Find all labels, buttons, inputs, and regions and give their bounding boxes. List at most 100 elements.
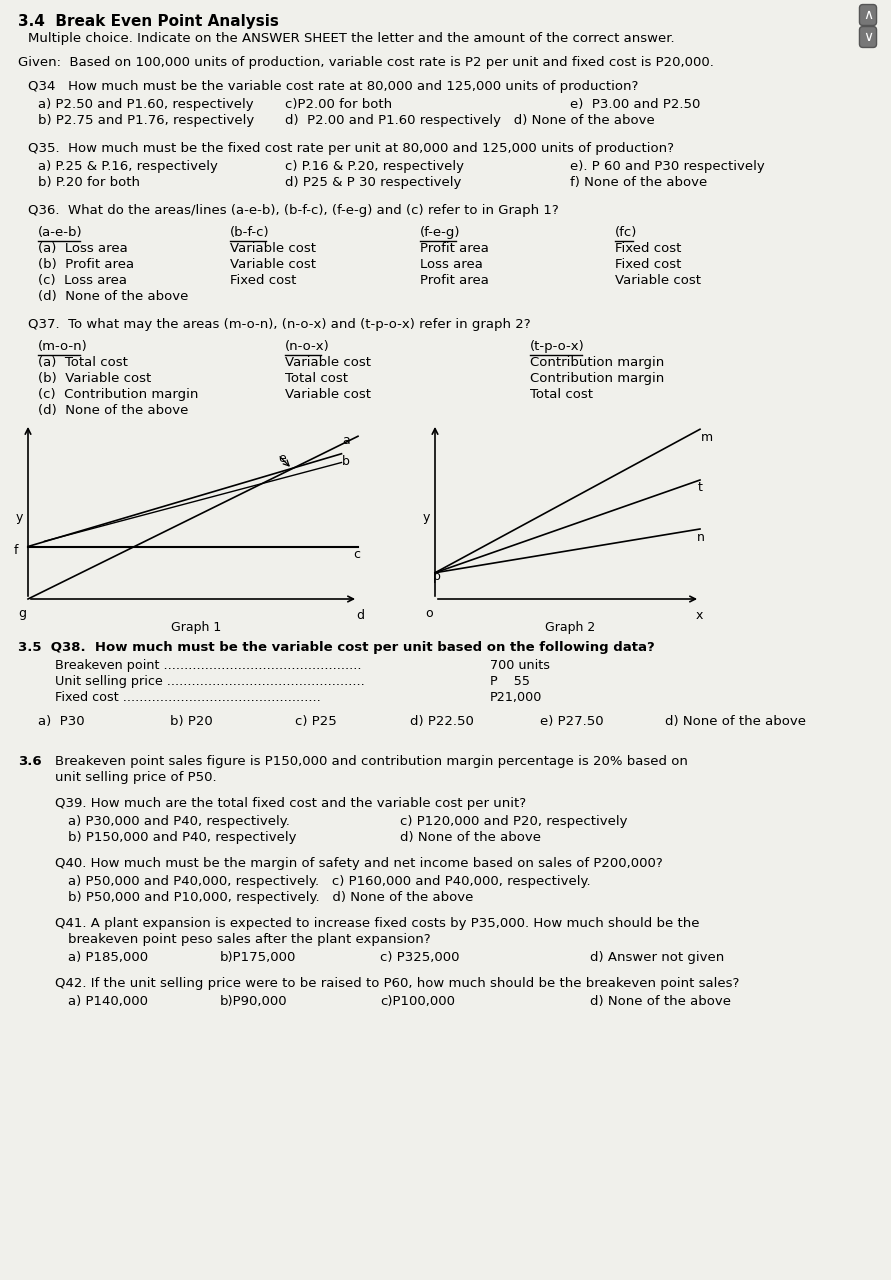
Text: a) P30,000 and P40, respectively.: a) P30,000 and P40, respectively. (68, 815, 290, 828)
Text: c) P.16 & P.20, respectively: c) P.16 & P.20, respectively (285, 160, 464, 173)
Text: Q37.  To what may the areas (m-o-n), (n-o-x) and (t-p-o-x) refer in graph 2?: Q37. To what may the areas (m-o-n), (n-o… (28, 317, 531, 332)
Text: ∨: ∨ (863, 29, 873, 44)
Text: 3.6: 3.6 (18, 755, 42, 768)
Text: (n-o-x): (n-o-x) (285, 340, 330, 353)
Text: b) P20: b) P20 (170, 716, 213, 728)
Text: Q39. How much are the total fixed cost and the variable cost per unit?: Q39. How much are the total fixed cost a… (55, 797, 526, 810)
Text: Variable cost: Variable cost (230, 242, 316, 255)
Text: b)P175,000: b)P175,000 (220, 951, 297, 964)
Text: b) P150,000 and P40, respectively: b) P150,000 and P40, respectively (68, 831, 297, 844)
Text: Q35.  How much must be the fixed cost rate per unit at 80,000 and 125,000 units : Q35. How much must be the fixed cost rat… (28, 142, 674, 155)
Text: p: p (433, 570, 441, 582)
Text: b: b (342, 454, 350, 468)
Text: o: o (425, 607, 433, 620)
Text: (b)  Variable cost: (b) Variable cost (38, 372, 151, 385)
Text: Q42. If the unit selling price were to be raised to P60, how much should be the : Q42. If the unit selling price were to b… (55, 977, 740, 989)
Text: (c)  Loss area: (c) Loss area (38, 274, 127, 287)
Text: Profit area: Profit area (420, 274, 489, 287)
Text: Q36.  What do the areas/lines (a-e-b), (b-f-c), (f-e-g) and (c) refer to in Grap: Q36. What do the areas/lines (a-e-b), (b… (28, 204, 559, 218)
Text: f) None of the above: f) None of the above (570, 175, 707, 189)
Text: (c)  Contribution margin: (c) Contribution margin (38, 388, 199, 401)
Text: unit selling price of P50.: unit selling price of P50. (55, 771, 217, 783)
Text: 3.4  Break Even Point Analysis: 3.4 Break Even Point Analysis (18, 14, 279, 29)
Text: (f-e-g): (f-e-g) (420, 227, 461, 239)
Text: x: x (696, 609, 703, 622)
Text: a) P50,000 and P40,000, respectively.   c) P160,000 and P40,000, respectively.: a) P50,000 and P40,000, respectively. c)… (68, 876, 591, 888)
Text: Total cost: Total cost (530, 388, 593, 401)
Text: c) P325,000: c) P325,000 (380, 951, 460, 964)
Text: m: m (701, 431, 713, 444)
Text: (t-p-o-x): (t-p-o-x) (530, 340, 584, 353)
Text: d) None of the above: d) None of the above (665, 716, 806, 728)
Text: a) P2.50 and P1.60, respectively: a) P2.50 and P1.60, respectively (38, 99, 254, 111)
Text: t: t (698, 481, 703, 494)
Text: b) P2.75 and P1.76, respectively: b) P2.75 and P1.76, respectively (38, 114, 254, 127)
Text: d) Answer not given: d) Answer not given (590, 951, 724, 964)
Text: Unit selling price ................................................: Unit selling price .....................… (55, 675, 364, 689)
Text: d) P22.50: d) P22.50 (410, 716, 474, 728)
Text: d) None of the above: d) None of the above (400, 831, 541, 844)
Text: (b)  Profit area: (b) Profit area (38, 259, 135, 271)
Text: (d)  None of the above: (d) None of the above (38, 291, 188, 303)
Text: Q34   How much must be the variable cost rate at 80,000 and 125,000 units of pro: Q34 How much must be the variable cost r… (28, 79, 638, 93)
Text: Graph 2: Graph 2 (545, 621, 595, 634)
Text: Graph 1: Graph 1 (171, 621, 221, 634)
Text: P21,000: P21,000 (490, 691, 543, 704)
Text: g: g (18, 607, 26, 620)
Text: Total cost: Total cost (285, 372, 348, 385)
Text: Fixed cost: Fixed cost (615, 259, 682, 271)
Text: Fixed cost ................................................: Fixed cost .............................… (55, 691, 321, 704)
Text: c) P25: c) P25 (295, 716, 337, 728)
Text: b) P.20 for both: b) P.20 for both (38, 175, 140, 189)
Text: c)P100,000: c)P100,000 (380, 995, 455, 1009)
Text: n: n (697, 531, 705, 544)
Text: e). P 60 and P30 respectively: e). P 60 and P30 respectively (570, 160, 764, 173)
Text: e)  P3.00 and P2.50: e) P3.00 and P2.50 (570, 99, 700, 111)
Text: ∧: ∧ (863, 8, 873, 22)
Text: Fixed cost: Fixed cost (230, 274, 297, 287)
Text: Loss area: Loss area (420, 259, 483, 271)
Text: y: y (16, 511, 23, 524)
Text: a) P185,000: a) P185,000 (68, 951, 148, 964)
Text: (m-o-n): (m-o-n) (38, 340, 87, 353)
Text: 3.5  Q38.  How much must be the variable cost per unit based on the following da: 3.5 Q38. How much must be the variable c… (18, 641, 655, 654)
Text: (a)  Total cost: (a) Total cost (38, 356, 128, 369)
Text: Variable cost: Variable cost (285, 356, 371, 369)
Text: b) P50,000 and P10,000, respectively.   d) None of the above: b) P50,000 and P10,000, respectively. d)… (68, 891, 473, 904)
Text: Given:  Based on 100,000 units of production, variable cost rate is P2 per unit : Given: Based on 100,000 units of product… (18, 56, 714, 69)
Text: (a-e-b): (a-e-b) (38, 227, 83, 239)
Text: Profit area: Profit area (420, 242, 489, 255)
Text: d) P25 & P 30 respectively: d) P25 & P 30 respectively (285, 175, 462, 189)
Text: breakeven point peso sales after the plant expansion?: breakeven point peso sales after the pla… (68, 933, 430, 946)
Text: Contribution margin: Contribution margin (530, 356, 665, 369)
Text: Contribution margin: Contribution margin (530, 372, 665, 385)
Text: c)P2.00 for both: c)P2.00 for both (285, 99, 392, 111)
Text: c: c (353, 548, 360, 561)
Text: a) P140,000: a) P140,000 (68, 995, 148, 1009)
Text: f: f (14, 544, 19, 557)
Text: Breakeven point ................................................: Breakeven point ........................… (55, 659, 362, 672)
Text: a)  P30: a) P30 (38, 716, 85, 728)
Text: e) P27.50: e) P27.50 (540, 716, 603, 728)
Text: Breakeven point sales figure is P150,000 and contribution margin percentage is 2: Breakeven point sales figure is P150,000… (55, 755, 688, 768)
Text: e: e (278, 452, 286, 465)
Text: (fc): (fc) (615, 227, 637, 239)
Text: a) P.25 & P.16, respectively: a) P.25 & P.16, respectively (38, 160, 218, 173)
Text: Fixed cost: Fixed cost (615, 242, 682, 255)
Text: Q40. How much must be the margin of safety and net income based on sales of P200: Q40. How much must be the margin of safe… (55, 858, 663, 870)
Text: (b-f-c): (b-f-c) (230, 227, 270, 239)
Text: P    55: P 55 (490, 675, 530, 689)
Text: Variable cost: Variable cost (615, 274, 701, 287)
Text: Q41. A plant expansion is expected to increase fixed costs by P35,000. How much : Q41. A plant expansion is expected to in… (55, 916, 699, 931)
Text: d: d (356, 609, 364, 622)
Text: (d)  None of the above: (d) None of the above (38, 404, 188, 417)
Text: b)P90,000: b)P90,000 (220, 995, 288, 1009)
Text: Variable cost: Variable cost (230, 259, 316, 271)
Text: d) None of the above: d) None of the above (590, 995, 731, 1009)
Text: (a)  Loss area: (a) Loss area (38, 242, 127, 255)
Text: Variable cost: Variable cost (285, 388, 371, 401)
Text: y: y (423, 511, 430, 524)
Text: Multiple choice. Indicate on the ANSWER SHEET the letter and the amount of the c: Multiple choice. Indicate on the ANSWER … (28, 32, 674, 45)
Text: 700 units: 700 units (490, 659, 550, 672)
Text: d)  P2.00 and P1.60 respectively   d) None of the above: d) P2.00 and P1.60 respectively d) None … (285, 114, 655, 127)
